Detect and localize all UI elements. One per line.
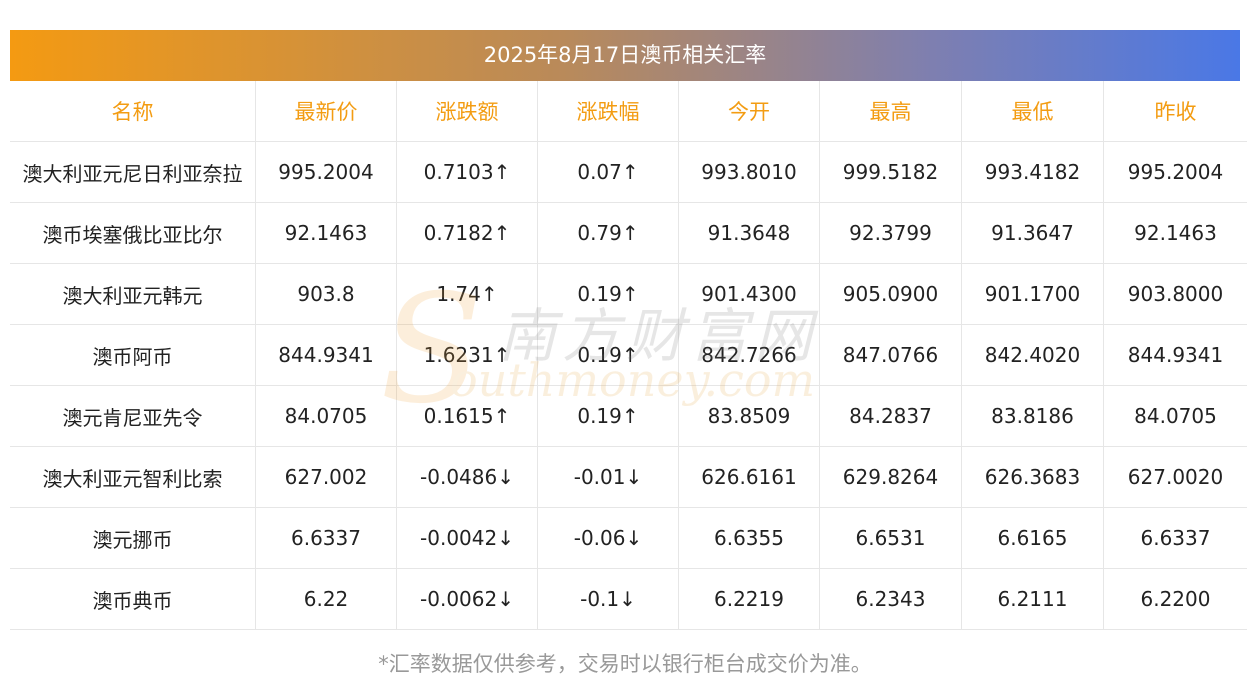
cell-high: 847.0766 — [819, 324, 962, 386]
cell-low: 626.3683 — [961, 446, 1104, 508]
cell-latest: 995.2004 — [255, 141, 397, 203]
cell-pct: 0.19↑ — [537, 385, 679, 447]
table-row: 澳币阿币 844.9341 1.6231↑ 0.19↑ 842.7266 847.0766… — [10, 324, 1247, 386]
cell-low: 6.2111 — [961, 568, 1104, 630]
cell-prev: 84.0705 — [1103, 385, 1247, 447]
cell-pct: -0.1↓ — [537, 568, 679, 630]
table-row: 澳币埃塞俄比亚比尔 92.1463 0.7182↑ 0.79↑ 91.3648 92.37… — [10, 202, 1247, 264]
cell-low: 83.8186 — [961, 385, 1104, 447]
cell-change: -0.0062↓ — [396, 568, 538, 630]
header-row: 名称 最新价 涨跌额 涨跌幅 今开 最高 最低 昨收 — [10, 81, 1247, 142]
cell-low: 6.6165 — [961, 507, 1104, 569]
cell-open: 901.4300 — [678, 263, 820, 325]
cell-name: 澳币阿币 — [10, 324, 256, 386]
header-open: 今开 — [678, 81, 820, 142]
cell-open: 83.8509 — [678, 385, 820, 447]
cell-name: 澳大利亚元韩元 — [10, 263, 256, 325]
header-latest: 最新价 — [255, 81, 397, 142]
header-pct: 涨跌幅 — [537, 81, 679, 142]
cell-name: 澳大利亚元智利比索 — [10, 446, 256, 508]
cell-open: 6.6355 — [678, 507, 820, 569]
header-prev: 昨收 — [1103, 81, 1247, 142]
cell-pct: 0.79↑ — [537, 202, 679, 264]
cell-prev: 844.9341 — [1103, 324, 1247, 386]
cell-change: 0.7182↑ — [396, 202, 538, 264]
cell-name: 澳币典币 — [10, 568, 256, 630]
cell-prev: 92.1463 — [1103, 202, 1247, 264]
cell-pct: 0.07↑ — [537, 141, 679, 203]
cell-high: 629.8264 — [819, 446, 962, 508]
cell-change: -0.0486↓ — [396, 446, 538, 508]
cell-latest: 84.0705 — [255, 385, 397, 447]
rates-table: 名称 最新价 涨跌额 涨跌幅 今开 最高 最低 昨收 澳大利亚元尼日利亚奈拉 99… — [10, 81, 1247, 630]
table-row: 澳元肯尼亚先令 84.0705 0.1615↑ 0.19↑ 83.8509 84.2837… — [10, 385, 1247, 447]
cell-change: 1.74↑ — [396, 263, 538, 325]
cell-change: -0.0042↓ — [396, 507, 538, 569]
cell-open: 842.7266 — [678, 324, 820, 386]
cell-prev: 903.8000 — [1103, 263, 1247, 325]
cell-low: 993.4182 — [961, 141, 1104, 203]
cell-change: 0.7103↑ — [396, 141, 538, 203]
cell-pct: 0.19↑ — [537, 324, 679, 386]
cell-latest: 844.9341 — [255, 324, 397, 386]
cell-prev: 995.2004 — [1103, 141, 1247, 203]
cell-latest: 6.22 — [255, 568, 397, 630]
cell-name: 澳元挪币 — [10, 507, 256, 569]
footnote: *汇率数据仅供参考，交易时以银行柜台成交价为准。 — [378, 652, 872, 676]
cell-name: 澳币埃塞俄比亚比尔 — [10, 202, 256, 264]
cell-high: 84.2837 — [819, 385, 962, 447]
cell-prev: 627.0020 — [1103, 446, 1247, 508]
cell-high: 999.5182 — [819, 141, 962, 203]
cell-high: 6.2343 — [819, 568, 962, 630]
cell-open: 993.8010 — [678, 141, 820, 203]
cell-pct: -0.01↓ — [537, 446, 679, 508]
cell-name: 澳大利亚元尼日利亚奈拉 — [10, 141, 256, 203]
cell-change: 0.1615↑ — [396, 385, 538, 447]
header-high: 最高 — [819, 81, 962, 142]
cell-latest: 903.8 — [255, 263, 397, 325]
cell-prev: 6.2200 — [1103, 568, 1247, 630]
table-row: 澳大利亚元尼日利亚奈拉 995.2004 0.7103↑ 0.07↑ 993.8010 9… — [10, 141, 1247, 203]
header-change: 涨跌额 — [396, 81, 538, 142]
cell-low: 842.4020 — [961, 324, 1104, 386]
table-row: 澳币典币 6.22 -0.0062↓ -0.1↓ 6.2219 6.2343 6.2111 6… — [10, 568, 1247, 630]
cell-open: 91.3648 — [678, 202, 820, 264]
cell-pct: -0.06↓ — [537, 507, 679, 569]
cell-pct: 0.19↑ — [537, 263, 679, 325]
cell-latest: 92.1463 — [255, 202, 397, 264]
cell-open: 6.2219 — [678, 568, 820, 630]
table-row: 澳大利亚元韩元 903.8 1.74↑ 0.19↑ 901.4300 905.0900 90… — [10, 263, 1247, 325]
header-low: 最低 — [961, 81, 1104, 142]
table-row: 澳大利亚元智利比索 627.002 -0.0486↓ -0.01↓ 626.6161 62… — [10, 446, 1247, 508]
cell-low: 901.1700 — [961, 263, 1104, 325]
cell-name: 澳元肯尼亚先令 — [10, 385, 256, 447]
cell-high: 92.3799 — [819, 202, 962, 264]
header-name: 名称 — [10, 81, 256, 142]
cell-latest: 627.002 — [255, 446, 397, 508]
cell-latest: 6.6337 — [255, 507, 397, 569]
table-title: 2025年8月17日澳币相关汇率 — [10, 30, 1240, 81]
cell-low: 91.3647 — [961, 202, 1104, 264]
cell-change: 1.6231↑ — [396, 324, 538, 386]
table-row: 澳元挪币 6.6337 -0.0042↓ -0.06↓ 6.6355 6.6531 6.61… — [10, 507, 1247, 569]
cell-high: 6.6531 — [819, 507, 962, 569]
cell-open: 626.6161 — [678, 446, 820, 508]
cell-prev: 6.6337 — [1103, 507, 1247, 569]
cell-high: 905.0900 — [819, 263, 962, 325]
